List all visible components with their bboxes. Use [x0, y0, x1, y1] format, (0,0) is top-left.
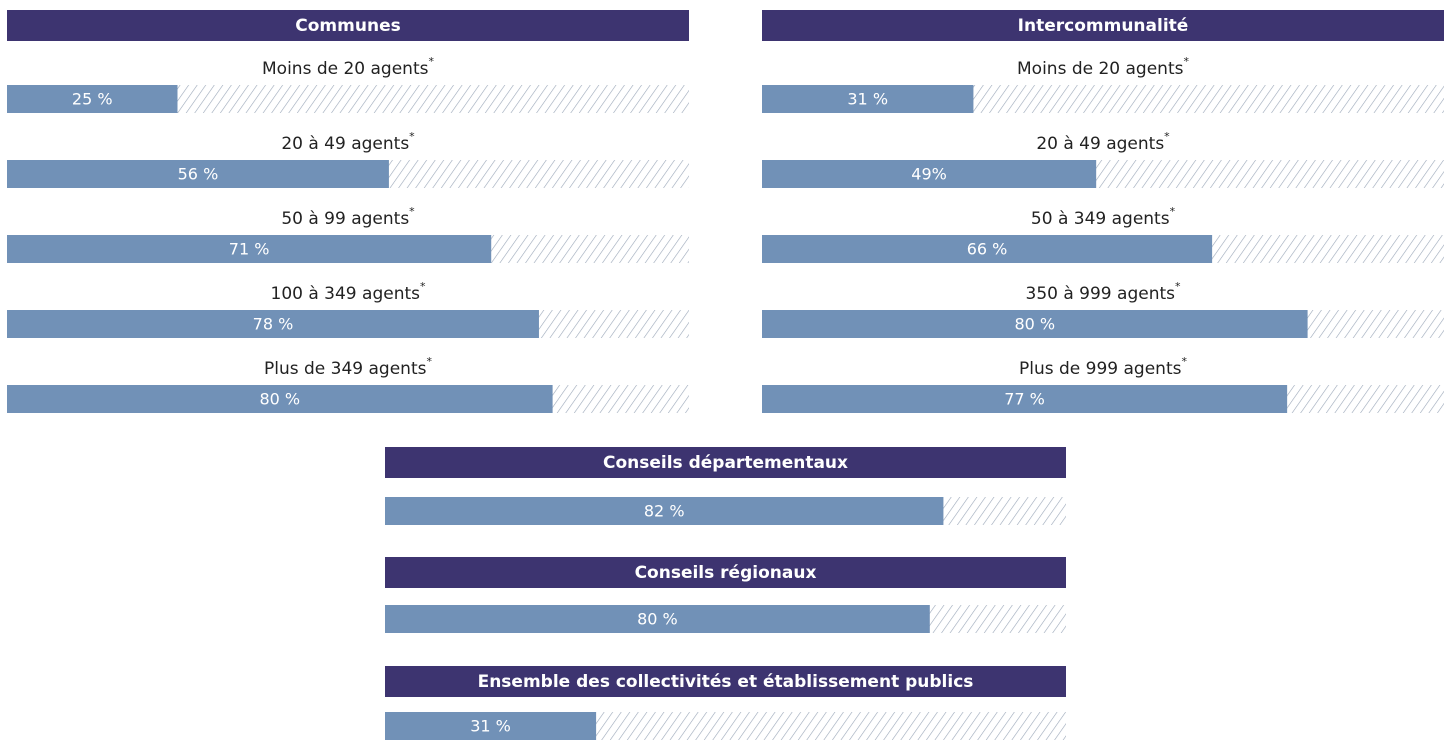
value-label: 78 % [253, 315, 294, 334]
category-text: Plus de 349 agents [264, 359, 427, 379]
category-text: 20 à 49 agents [281, 134, 409, 154]
panel-header [385, 447, 1066, 478]
value-label: 56 % [178, 165, 219, 184]
value-label: 77 % [1004, 390, 1045, 409]
category-marker: * [409, 130, 415, 143]
category-marker: * [1181, 355, 1187, 368]
category-label: 350 à 999 agents* [1026, 280, 1182, 304]
bar [762, 160, 1097, 188]
panel-header [7, 10, 689, 41]
category-marker: * [426, 355, 432, 368]
panel-title: Communes [295, 16, 400, 36]
category-label: Plus de 349 agents* [264, 355, 432, 379]
category-label: 50 à 99 agents* [281, 205, 415, 229]
bar [7, 235, 492, 263]
bar [7, 85, 178, 113]
category-label: Moins de 20 agents* [1017, 55, 1189, 79]
category-label: Plus de 999 agents* [1019, 355, 1187, 379]
category-text: Moins de 20 agents [262, 59, 429, 79]
panel-title: Conseils départementaux [603, 453, 848, 473]
bar [7, 310, 539, 338]
value-label: 82 % [644, 502, 685, 521]
value-label: 31 % [847, 90, 888, 109]
value-label: 49% [911, 165, 947, 184]
bar [762, 310, 1308, 338]
category-text: 50 à 99 agents [281, 209, 409, 229]
category-label: Moins de 20 agents* [262, 55, 434, 79]
bar [7, 385, 553, 413]
bar [385, 712, 597, 740]
category-marker: * [1164, 130, 1170, 143]
panel-header [385, 666, 1066, 697]
panel-title: Ensemble des collectivités et établissem… [478, 672, 974, 692]
panel-header [385, 557, 1066, 588]
category-text: 100 à 349 agents [271, 284, 421, 304]
bar [762, 85, 974, 113]
value-label: 71 % [229, 240, 270, 259]
panel-title: Intercommunalité [1018, 16, 1189, 36]
bar [385, 605, 930, 633]
value-label: 80 % [637, 610, 678, 629]
bar [385, 497, 944, 525]
category-marker: * [1183, 55, 1189, 68]
category-text: Plus de 999 agents [1019, 359, 1182, 379]
category-text: 350 à 999 agents [1026, 284, 1176, 304]
category-label: 20 à 49 agents* [281, 130, 415, 154]
category-text: 50 à 349 agents [1031, 209, 1170, 229]
value-label: 80 % [259, 390, 300, 409]
panel-header [762, 10, 1444, 41]
category-marker: * [1170, 205, 1176, 218]
value-label: 31 % [470, 717, 511, 736]
value-label: 66 % [967, 240, 1008, 259]
value-label: 25 % [72, 90, 113, 109]
category-label: 50 à 349 agents* [1031, 205, 1176, 229]
category-marker: * [420, 280, 426, 293]
bar [762, 385, 1288, 413]
category-text: 20 à 49 agents [1036, 134, 1164, 154]
category-label: 100 à 349 agents* [271, 280, 427, 304]
category-text: Moins de 20 agents [1017, 59, 1184, 79]
category-marker: * [1175, 280, 1181, 293]
category-marker: * [409, 205, 415, 218]
value-label: 80 % [1014, 315, 1055, 334]
category-marker: * [428, 55, 434, 68]
category-label: 20 à 49 agents* [1036, 130, 1170, 154]
bar [7, 160, 389, 188]
panel-title: Conseils régionaux [635, 563, 817, 583]
bar [762, 235, 1213, 263]
